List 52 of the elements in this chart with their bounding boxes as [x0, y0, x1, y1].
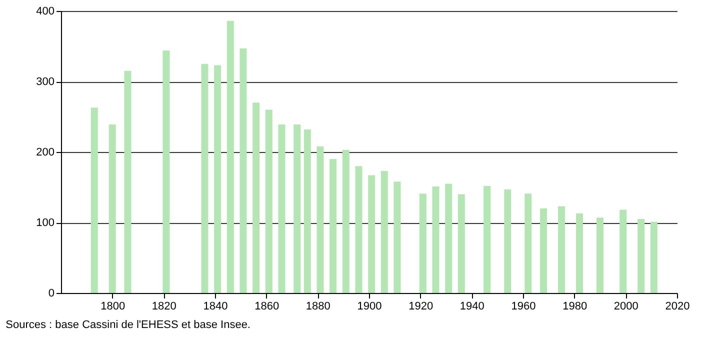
bar: [342, 150, 350, 293]
bar: [524, 194, 532, 293]
bar: [368, 175, 376, 293]
bar: [330, 159, 337, 293]
bar: [240, 48, 247, 293]
bar: [576, 213, 583, 293]
bar: [445, 184, 452, 293]
bar: [278, 124, 286, 293]
x-tick-label: 1980: [562, 300, 588, 312]
x-tick-label: 1960: [511, 300, 536, 312]
bar: [394, 182, 401, 293]
bar: [162, 50, 170, 293]
bar: [304, 129, 311, 293]
bar: [596, 218, 604, 293]
x-tick-label: 2020: [665, 300, 690, 312]
bar: [432, 186, 440, 293]
bar: [638, 218, 645, 293]
x-tick-label: 1860: [254, 300, 280, 312]
bar: [540, 208, 548, 293]
bar: [650, 222, 658, 293]
bar: [201, 64, 208, 293]
bar: [620, 210, 627, 293]
y-tick-label: 400: [36, 6, 54, 18]
y-tick-label: 100: [36, 217, 54, 229]
bar: [294, 124, 301, 293]
bar: [504, 189, 512, 293]
bar: [355, 166, 362, 293]
bar: [484, 186, 491, 293]
x-tick-label: 1920: [408, 300, 434, 312]
x-tick-label: 1840: [203, 300, 228, 312]
bar: [458, 194, 465, 293]
bar: [558, 206, 565, 293]
x-tick-label: 1800: [100, 300, 126, 312]
bar: [124, 70, 132, 293]
x-tick-label: 1820: [152, 300, 176, 312]
x-tick-label: 2000: [614, 300, 638, 312]
bar: [252, 102, 260, 293]
bar: [108, 124, 116, 293]
y-tick-label: 200: [36, 146, 54, 158]
bar: [226, 20, 234, 293]
bar: [380, 171, 388, 293]
x-tick-label: 1940: [460, 300, 484, 312]
bar: [90, 108, 98, 293]
x-tick-label: 1900: [357, 300, 382, 312]
bar: [265, 110, 272, 293]
bar: [316, 146, 324, 293]
y-tick-label: 0: [48, 288, 54, 300]
y-tick-label: 300: [36, 76, 54, 88]
x-tick-label: 1880: [306, 300, 330, 312]
bar: [214, 65, 222, 293]
bar: [419, 194, 426, 293]
source-note: Sources : base Cassini de l'EHESS et base Insee.: [6, 319, 250, 331]
